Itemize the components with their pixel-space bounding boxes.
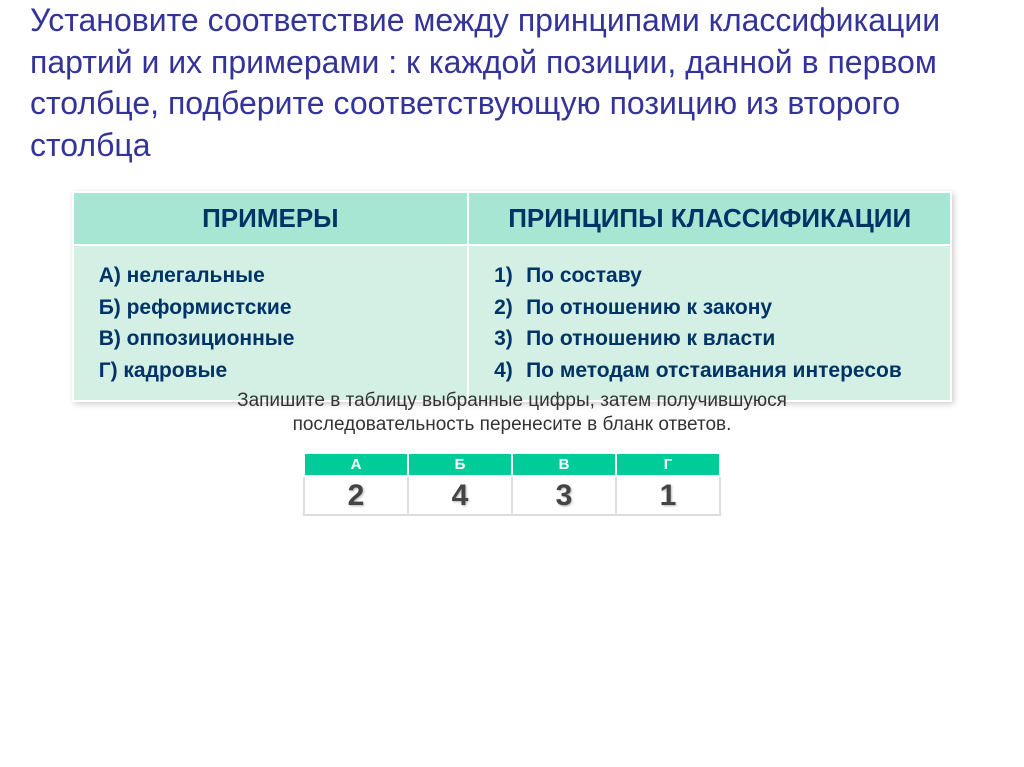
principle-text: По составу — [526, 260, 925, 292]
example-item: В) оппозиционные — [99, 323, 442, 355]
answer-value-cell: 3 — [512, 476, 616, 515]
example-item: А) нелегальные — [99, 260, 442, 292]
header-examples: ПРИМЕРЫ — [73, 192, 468, 245]
answer-table: АБВГ 2431 — [303, 452, 721, 516]
principle-marker: 3) — [494, 323, 526, 355]
instruction-line-2: последовательность перенесите в бланк от… — [0, 414, 1024, 436]
principle-marker: 1) — [494, 260, 526, 292]
principle-marker: 4) — [494, 355, 526, 387]
header-principles: ПРИНЦИПЫ КЛАССИФИКАЦИИ — [468, 192, 951, 245]
instruction-line-1: Запишите в таблицу выбранные цифры, зате… — [0, 390, 1024, 412]
principle-text: По методам отстаивания интересов — [526, 355, 925, 387]
principle-marker: 2) — [494, 292, 526, 324]
answer-header-cell: Б — [408, 453, 512, 476]
principle-item: 4)По методам отстаивания интересов — [494, 355, 925, 387]
principles-cell: 1)По составу2)По отношению к закону3)По … — [468, 245, 951, 401]
answer-header-cell: Г — [616, 453, 720, 476]
principle-item: 3)По отношению к власти — [494, 323, 925, 355]
principle-item: 1)По составу — [494, 260, 925, 292]
answer-value-cell: 4 — [408, 476, 512, 515]
page-title: Установите соответствие между принципами… — [0, 0, 1024, 171]
answer-value-cell: 2 — [304, 476, 408, 515]
matching-table: ПРИМЕРЫ ПРИНЦИПЫ КЛАССИФИКАЦИИ А) нелега… — [72, 191, 953, 402]
answer-value-cell: 1 — [616, 476, 720, 515]
principle-text: По отношению к закону — [526, 292, 925, 324]
example-item: Б) реформистские — [99, 292, 442, 324]
answer-header-cell: В — [512, 453, 616, 476]
principle-text: По отношению к власти — [526, 323, 925, 355]
answer-header-cell: А — [304, 453, 408, 476]
example-item: Г) кадровые — [99, 355, 442, 387]
examples-cell: А) нелегальныеБ) реформистскиеВ) оппозиц… — [73, 245, 468, 401]
principle-item: 2)По отношению к закону — [494, 292, 925, 324]
